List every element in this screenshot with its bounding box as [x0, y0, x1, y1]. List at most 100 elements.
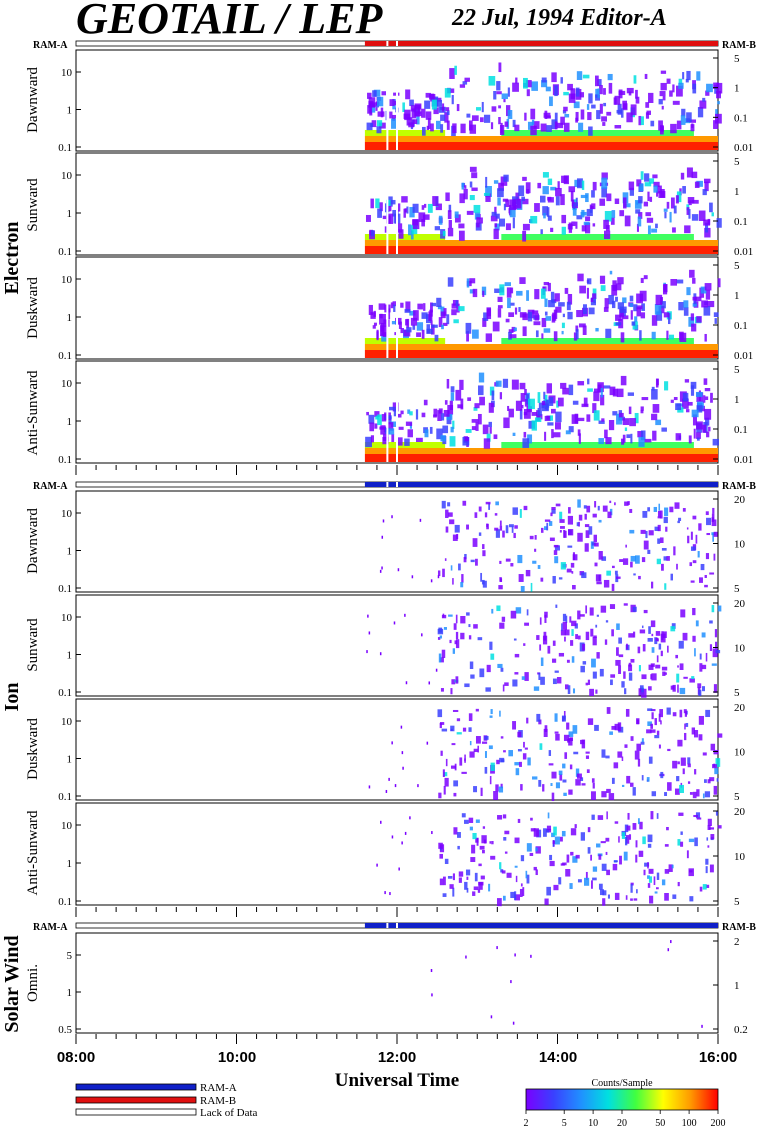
spectrogram-cell — [647, 637, 653, 642]
spectrogram-cell — [458, 223, 465, 229]
spectrogram-cell — [379, 569, 382, 573]
spectrogram-cell — [569, 616, 572, 623]
spectrogram-cell — [474, 872, 478, 882]
spectrogram-cell — [472, 288, 478, 298]
ram-bars — [75, 40, 719, 929]
spectrogram-cell — [430, 302, 433, 313]
spectrogram-cell — [518, 574, 524, 582]
spectrogram-cell — [592, 636, 597, 646]
spectrogram-cell — [645, 102, 650, 108]
spectrogram-cell — [447, 502, 451, 507]
spectrogram-cell — [406, 327, 412, 333]
spectrogram-cell — [391, 320, 396, 325]
spectrogram-cell — [563, 106, 568, 112]
spectrogram-cell — [530, 828, 536, 832]
spectrogram-cell — [717, 605, 722, 612]
spectrogram-cell — [602, 890, 607, 896]
spectrogram-cell — [699, 100, 707, 109]
spectrogram-cell — [552, 575, 556, 584]
spectrogram-panel — [75, 152, 722, 256]
y-tick-label-left: 1 — [67, 208, 73, 220]
spectrogram-cell — [690, 580, 695, 583]
colorbar-tick-label: 50 — [655, 1118, 665, 1128]
spectrogram-cell — [514, 865, 518, 868]
spectrogram-cell — [376, 863, 378, 867]
spectrogram-cell — [422, 214, 430, 220]
spectrogram-cell — [534, 313, 540, 321]
y-tick-label-left: 0.1 — [58, 454, 72, 466]
spectrogram-cell — [502, 895, 506, 901]
spectrogram-cell — [676, 563, 678, 570]
spectrogram-cell — [421, 412, 426, 418]
spectrogram-cell — [454, 211, 459, 219]
spectrogram-cell — [551, 408, 556, 414]
spectrogram-cell — [669, 211, 672, 223]
spectrogram-cell — [520, 883, 523, 887]
spectrogram-cell — [578, 433, 581, 444]
panel-frame — [75, 490, 719, 593]
spectrogram-cell — [621, 108, 624, 118]
spectrogram-cell — [376, 120, 383, 127]
spectrogram-cell — [614, 502, 616, 506]
spectrogram-cell — [563, 529, 566, 538]
spectrogram-cell — [429, 426, 433, 434]
spectrogram-cell — [677, 761, 680, 765]
spectrogram-cell — [474, 403, 480, 409]
spectrogram-cell — [716, 218, 722, 228]
spectrogram-cell — [601, 791, 607, 798]
spectrogram-cell — [553, 544, 559, 548]
spectrogram-cell — [626, 434, 631, 439]
spectrogram-cell — [391, 835, 394, 839]
spectrogram-cell — [703, 178, 711, 184]
spectrogram-cell — [517, 818, 521, 823]
spectrogram-cell — [656, 185, 662, 194]
spectrogram-cell — [436, 99, 442, 107]
spectrogram-cell — [617, 277, 624, 285]
spectrogram-cell — [660, 720, 662, 725]
spectrogram-cell — [618, 654, 624, 658]
spectrogram-cell — [568, 384, 574, 396]
spectrogram-cell — [677, 520, 680, 524]
spectrogram-cell — [543, 828, 547, 837]
spectrogram-cell — [607, 511, 612, 519]
spectrogram-cell — [546, 825, 552, 831]
spectrogram-cell — [622, 100, 628, 110]
spectrogram-cell — [543, 112, 551, 118]
spectrogram-cell — [457, 832, 461, 838]
spectrogram-cell — [478, 372, 485, 383]
spectrogram-cell — [526, 189, 530, 194]
spectrogram-cell — [424, 429, 429, 438]
spectrogram-cell — [411, 108, 417, 119]
spectrogram-cell — [621, 784, 625, 787]
spectrogram-cell — [692, 560, 697, 564]
spectrogram-cell — [467, 397, 472, 401]
spectrogram-cell — [501, 870, 506, 874]
spectrogram-cell — [640, 171, 644, 180]
spectrogram-cell — [694, 648, 696, 657]
spectrogram-cell — [713, 531, 718, 537]
spectrogram-cell — [461, 182, 465, 190]
spectrogram-cell — [709, 644, 713, 651]
spectrogram-cell — [611, 725, 617, 730]
spectrogram-cell — [456, 732, 462, 735]
spectrogram-cell — [495, 213, 500, 219]
spectrogram-cell — [611, 300, 616, 309]
spectrogram-cell — [533, 686, 540, 691]
spectrogram-cell — [599, 889, 604, 896]
spectrogram-cell — [514, 953, 516, 957]
spectrogram-cell — [465, 869, 471, 876]
spectrogram-cell — [689, 562, 693, 567]
spectrogram-cell — [409, 411, 413, 416]
y-tick-label-left: 1 — [67, 858, 73, 870]
spectrogram-cell — [601, 116, 607, 122]
spectrogram-cell — [708, 827, 715, 830]
x-tick-label: 16:00 — [699, 1049, 737, 1066]
spectrogram-cell — [705, 289, 711, 300]
spectrogram-cell — [468, 713, 473, 721]
spectrogram-cell — [658, 306, 665, 314]
ram-b-label: RAM-B — [722, 40, 756, 51]
spectrogram-cell — [470, 857, 476, 863]
spectrogram-cell — [462, 436, 470, 446]
spectrogram-cell — [579, 92, 585, 98]
spectrogram-cell — [696, 180, 703, 187]
